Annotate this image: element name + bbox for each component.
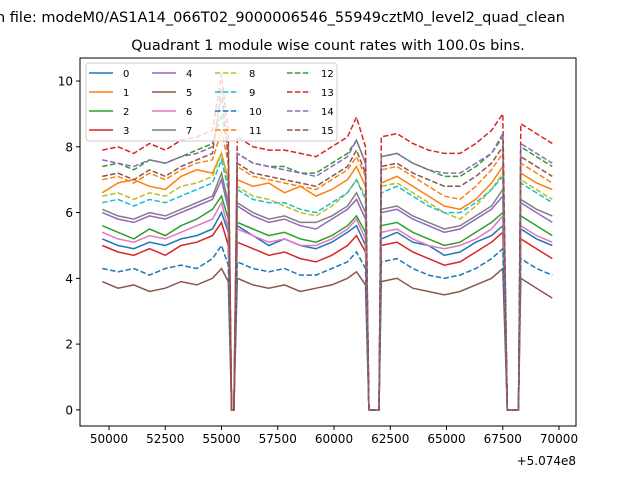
legend-item-15: 15 bbox=[287, 126, 334, 137]
chart-suptitle: n file: modeM0/AS1A14_066T02_9000006546_… bbox=[0, 10, 565, 26]
legend-item-10: 10 bbox=[215, 107, 262, 118]
series-line-14 bbox=[102, 97, 553, 411]
legend-item-12: 12 bbox=[287, 69, 334, 80]
y-tick-label: 10 bbox=[58, 75, 73, 89]
legend-item-7: 7 bbox=[152, 126, 192, 137]
legend-label: 4 bbox=[186, 69, 192, 80]
plot-frame bbox=[79, 57, 577, 427]
series-line-4 bbox=[102, 177, 553, 411]
legend-item-13: 13 bbox=[287, 88, 334, 99]
series-line-7 bbox=[102, 170, 553, 411]
x-axis: 50000 52500 55000 57500 60000 62500 65000 67500… bbox=[90, 426, 578, 446]
y-axis: 0 2 4 6 8 10 bbox=[58, 75, 80, 417]
legend-box bbox=[85, 62, 338, 142]
y-tick-label: 2 bbox=[65, 338, 73, 352]
series-line-2 bbox=[102, 194, 553, 411]
x-tick-label: 50000 bbox=[90, 432, 128, 446]
y-tick-label: 0 bbox=[65, 403, 73, 417]
y-tick-label: 4 bbox=[65, 272, 73, 286]
series-line-11 bbox=[102, 130, 553, 411]
legend-item-3: 3 bbox=[89, 126, 129, 137]
legend-label: 9 bbox=[249, 88, 255, 99]
series-line-9 bbox=[102, 157, 553, 411]
x-tick-label: 70000 bbox=[540, 432, 578, 446]
series-line-8 bbox=[102, 150, 553, 411]
series-line-5 bbox=[102, 266, 553, 411]
legend-label: 1 bbox=[123, 88, 129, 99]
x-tick-label: 65000 bbox=[427, 432, 465, 446]
chart-title: Quadrant 1 module wise count rates with … bbox=[131, 38, 525, 54]
legend-label: 2 bbox=[123, 107, 129, 118]
legend-label: 11 bbox=[249, 126, 262, 137]
legend-label: 15 bbox=[321, 126, 334, 137]
legend-item-0: 0 bbox=[89, 69, 129, 80]
legend-item-14: 14 bbox=[287, 107, 334, 118]
legend-item-9: 9 bbox=[215, 88, 255, 99]
x-tick-label: 55000 bbox=[202, 432, 240, 446]
legend-label: 5 bbox=[186, 88, 192, 99]
legend-label: 6 bbox=[186, 107, 192, 118]
legend-label: 12 bbox=[321, 69, 334, 80]
series-line-0 bbox=[102, 210, 553, 411]
x-tick-label: 62500 bbox=[371, 432, 409, 446]
legend-label: 13 bbox=[321, 88, 334, 99]
x-tick-label: 67500 bbox=[484, 432, 522, 446]
x-offset-label: +5.074e8 bbox=[517, 454, 576, 468]
y-tick-label: 8 bbox=[65, 140, 73, 154]
legend-label: 0 bbox=[123, 69, 129, 80]
legend-item-11: 11 bbox=[215, 126, 262, 137]
series-line-6 bbox=[102, 200, 553, 411]
legend-item-2: 2 bbox=[89, 107, 129, 118]
legend-label: 7 bbox=[186, 126, 192, 137]
legend-item-5: 5 bbox=[152, 88, 192, 99]
series-line-3 bbox=[102, 220, 553, 411]
legend-item-1: 1 bbox=[89, 88, 129, 99]
legend-item-4: 4 bbox=[152, 69, 192, 80]
series-lines bbox=[101, 74, 553, 411]
series-line-12 bbox=[102, 113, 553, 411]
series-line-15 bbox=[102, 87, 553, 411]
y-tick-label: 6 bbox=[65, 206, 73, 220]
x-tick-label: 60000 bbox=[315, 432, 353, 446]
legend-item-6: 6 bbox=[152, 107, 192, 118]
legend-label: 3 bbox=[123, 126, 129, 137]
series-line-10 bbox=[102, 243, 553, 411]
series-line-1 bbox=[101, 151, 553, 411]
legend-label: 14 bbox=[321, 107, 334, 118]
legend-label: 10 bbox=[249, 107, 262, 118]
x-tick-label: 52500 bbox=[146, 432, 184, 446]
x-tick-label: 57500 bbox=[259, 432, 297, 446]
legend-label: 8 bbox=[249, 69, 255, 80]
legend-item-8: 8 bbox=[215, 69, 255, 80]
